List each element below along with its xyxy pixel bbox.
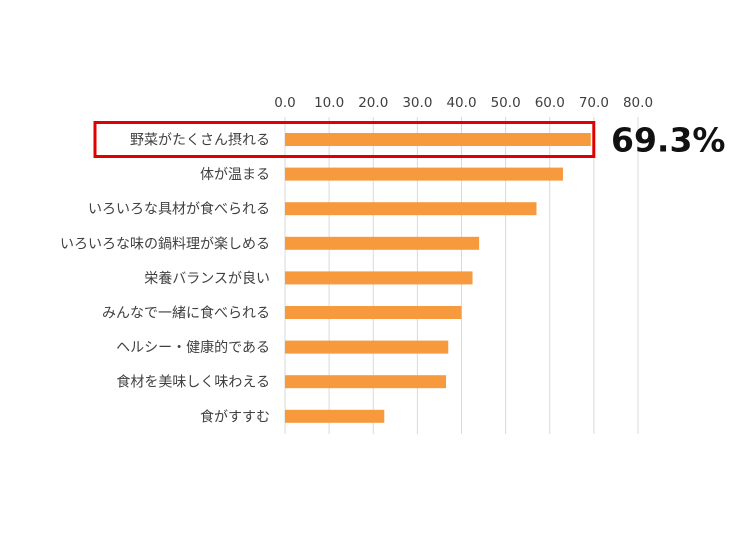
category-label: ヘルシー・健康的である [116,339,270,356]
x-tick-label: 0.0 [274,95,295,111]
x-tick-label: 20.0 [358,95,388,111]
bar [285,340,449,354]
category-label: みんなで一緒に食べられる [102,305,270,322]
bar [285,375,447,389]
x-tick-label: 10.0 [314,95,344,111]
x-axis-tick-labels: 0.0 10.0 20.0 30.0 40.0 50.0 60.0 70.0 80.0 [274,95,653,111]
category-label: いろいろな味の鍋料理が楽しめる [60,236,270,252]
category-label: いろいろな具材が食べられる [88,201,270,218]
bar [285,202,537,216]
x-tick-label: 70.0 [579,95,609,111]
category-label: 野菜がたくさん摂れる [130,133,270,149]
category-label: 食材を美味しく味わえる [116,374,270,391]
bars [285,133,591,423]
category-labels: 野菜がたくさん摂れる体が温まるいろいろな具材が食べられるいろいろな味の鍋料理が楽… [60,133,270,426]
bar [285,167,563,181]
bar [285,133,591,146]
x-tick-label: 30.0 [402,95,432,111]
bar [285,236,480,250]
bar [285,306,462,319]
category-label: 栄養バランスが良い [144,270,270,287]
x-tick-label: 40.0 [446,95,476,111]
x-tick-label: 80.0 [623,95,653,111]
category-label: 食がすすむ [200,408,270,425]
x-tick-label: 50.0 [491,95,521,111]
bar [285,409,385,423]
x-tick-label: 60.0 [535,95,565,111]
highlight-box [93,121,596,158]
category-label: 体が温まる [200,167,270,183]
bar [285,271,473,285]
highlight-value-label: 69.3% [611,121,726,160]
